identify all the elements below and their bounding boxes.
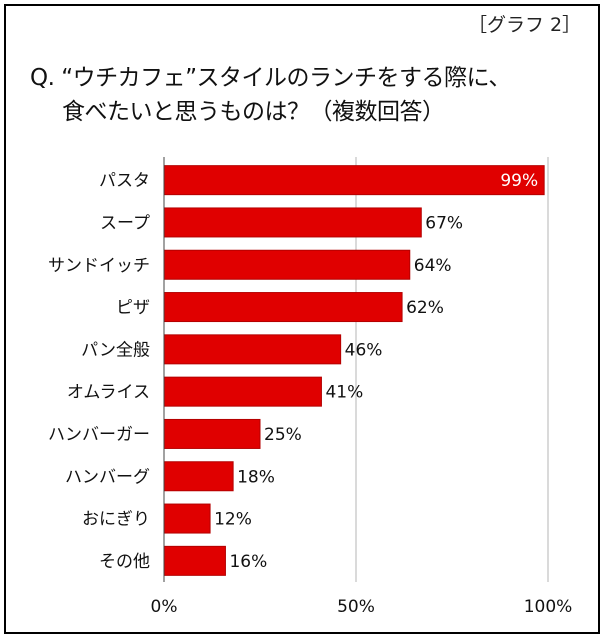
bar-4 bbox=[163, 292, 403, 323]
bar-7 bbox=[163, 418, 261, 449]
bar-9 bbox=[163, 503, 211, 534]
bar-2 bbox=[163, 207, 422, 238]
category-label-8: ハンバーグ bbox=[65, 467, 150, 487]
value-label-10: 16% bbox=[229, 552, 267, 572]
question-title-line-2: 食べたいと思うものは？（複数回答） bbox=[62, 99, 445, 125]
value-label-4: 62% bbox=[406, 298, 444, 318]
category-label-1: パスタ bbox=[99, 171, 150, 191]
x-tick-label-0: 0% bbox=[151, 597, 178, 617]
bar-8 bbox=[163, 461, 234, 492]
x-tick-label-50: 50% bbox=[337, 597, 375, 617]
bar-5 bbox=[163, 334, 342, 365]
category-label-4: ピザ bbox=[116, 298, 150, 318]
value-label-9: 12% bbox=[214, 510, 252, 530]
bar-6 bbox=[163, 376, 322, 407]
value-label-2: 67% bbox=[425, 213, 463, 233]
category-label-5: パン全般 bbox=[81, 340, 150, 360]
value-label-3: 64% bbox=[414, 256, 452, 276]
value-label-6: 41% bbox=[325, 383, 363, 403]
bar-10 bbox=[163, 545, 226, 576]
value-label-5: 46% bbox=[345, 340, 383, 360]
category-label-6: オムライス bbox=[67, 383, 150, 403]
question-title-line-1: Q. “ウチカフェ”スタイルのランチをする際に、 bbox=[30, 65, 511, 91]
category-label-7: ハンバーガー bbox=[48, 425, 150, 445]
value-label-1: 99% bbox=[500, 171, 538, 191]
category-label-10: その他 bbox=[99, 552, 150, 572]
bar-1 bbox=[163, 165, 545, 196]
category-label-9: おにぎり bbox=[82, 510, 150, 530]
graph-tag: ［グラフ 2］ bbox=[468, 14, 582, 36]
value-label-7: 25% bbox=[264, 425, 302, 445]
category-label-2: スープ bbox=[100, 213, 150, 233]
category-label-3: サンドイッチ bbox=[48, 256, 150, 276]
bar-3 bbox=[163, 249, 411, 280]
value-label-8: 18% bbox=[237, 467, 275, 487]
x-tick-label-100: 100% bbox=[524, 597, 573, 617]
